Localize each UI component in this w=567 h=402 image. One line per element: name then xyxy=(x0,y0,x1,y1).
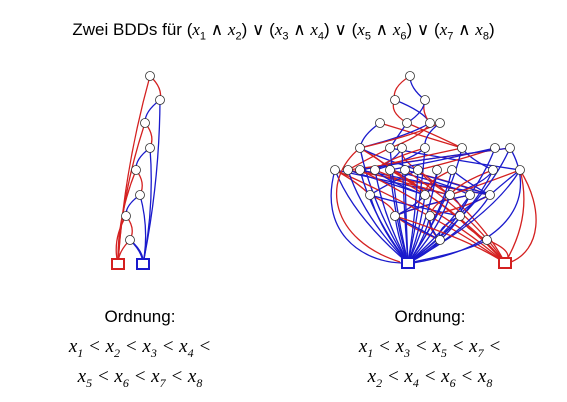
bdd-node xyxy=(131,165,141,175)
bdd-node xyxy=(397,143,407,153)
bdd-edge xyxy=(407,194,426,264)
bdd-edge xyxy=(139,194,147,265)
bdd-edge xyxy=(407,147,426,264)
bdd-node xyxy=(390,95,400,105)
bdd-node xyxy=(155,95,165,105)
bdd-node xyxy=(375,118,385,128)
bdd-node xyxy=(420,190,430,200)
bdd-node xyxy=(405,71,415,81)
bdd-node xyxy=(413,165,423,175)
left-ordering-label: Ordnung: xyxy=(104,307,176,326)
bdd-node xyxy=(330,165,340,175)
bdd-node xyxy=(425,118,435,128)
bdd-edge xyxy=(510,169,537,263)
terminal-one xyxy=(136,258,150,270)
terminal-zero xyxy=(111,258,125,270)
bdd-node xyxy=(355,143,365,153)
right-ordering-line-2: x2 < x4 < x6 < x8 xyxy=(367,365,493,390)
bdd-node xyxy=(121,211,131,221)
bdd-edge xyxy=(359,169,506,264)
title-prefix: Zwei BDDs für xyxy=(72,20,182,39)
bdd-node xyxy=(145,143,155,153)
bdd-node xyxy=(390,211,400,221)
bdd-node xyxy=(370,165,380,175)
bdd-node xyxy=(135,190,145,200)
left-ordering-line-2: x5 < x6 < x7 < x8 xyxy=(77,365,203,390)
bdd-edge xyxy=(359,122,441,149)
bdd-node xyxy=(447,165,457,175)
bdd-node xyxy=(455,211,465,221)
bdd-node xyxy=(505,143,515,153)
bdd-edge xyxy=(407,147,496,264)
bdd-node xyxy=(457,143,467,153)
right-bdd xyxy=(330,71,537,269)
bdd-node xyxy=(402,118,412,128)
bdd-edge xyxy=(142,147,152,265)
bdd-node xyxy=(385,143,395,153)
bdd-node xyxy=(490,143,500,153)
bdd-edge xyxy=(347,169,409,264)
bdd-node xyxy=(485,190,495,200)
bdd-node xyxy=(400,165,410,175)
bdd-node xyxy=(515,165,525,175)
bdd-node xyxy=(355,165,365,175)
right-ordering-label: Ordnung: xyxy=(394,307,466,326)
diagram-title: Zwei BDDs für (x1 ∧ x2) ∨ (x3 ∧ x4) ∨ (x… xyxy=(0,20,567,42)
bdd-node xyxy=(140,118,150,128)
title-formula: (x1 ∧ x2) ∨ (x3 ∧ x4) ∨ (x5 ∧ x6) ∨ (x7 … xyxy=(186,20,495,43)
bdd-edge xyxy=(374,169,409,264)
bdd-edge xyxy=(407,169,419,264)
bdd-edge xyxy=(407,194,471,264)
bdd-edge xyxy=(404,169,409,264)
bdd-node xyxy=(465,190,475,200)
bdd-node xyxy=(145,71,155,81)
bdd-node xyxy=(343,165,353,175)
left-bdd xyxy=(111,71,165,270)
bdd-edge xyxy=(369,194,461,217)
bdd-node xyxy=(420,143,430,153)
bdd-edge xyxy=(330,169,403,264)
bdd-node xyxy=(125,235,135,245)
bdd-edge xyxy=(379,122,463,149)
bdd-edge xyxy=(359,147,409,264)
bdd-diagrams xyxy=(111,71,537,270)
bdd-edge xyxy=(336,147,401,263)
bdd-node xyxy=(365,190,375,200)
right-ordering-line-1: x1 < x3 < x5 < x7 < xyxy=(358,336,502,360)
bdd-edge xyxy=(334,169,409,264)
bdd-edge xyxy=(404,169,506,264)
bdd-node xyxy=(385,165,395,175)
bdd-node xyxy=(435,118,445,128)
terminal-zero xyxy=(498,257,512,269)
bdd-node xyxy=(482,235,492,245)
terminal-one xyxy=(401,257,415,269)
bdd-node xyxy=(432,165,442,175)
bdd-node xyxy=(488,165,498,175)
bdd-edge xyxy=(369,194,409,264)
bdd-node xyxy=(435,235,445,245)
bdd-edge xyxy=(117,122,146,265)
bdd-node xyxy=(445,190,455,200)
right-caption: Ordnung: x1 < x3 < x5 < x7 < x2 < x4 < x… xyxy=(330,307,530,395)
bdd-edge xyxy=(394,215,506,264)
bdd-edge xyxy=(389,169,471,196)
bdd-node xyxy=(420,95,430,105)
bdd-edge xyxy=(412,147,522,264)
bdd-edge xyxy=(417,169,506,264)
bdd-node xyxy=(425,211,435,221)
bdd-edge xyxy=(504,169,525,264)
left-ordering-line-1: x1 < x2 < x3 < x4 < xyxy=(68,336,212,360)
left-caption: Ordnung: x1 < x2 < x3 < x4 < x5 < x6 < x… xyxy=(40,307,240,395)
